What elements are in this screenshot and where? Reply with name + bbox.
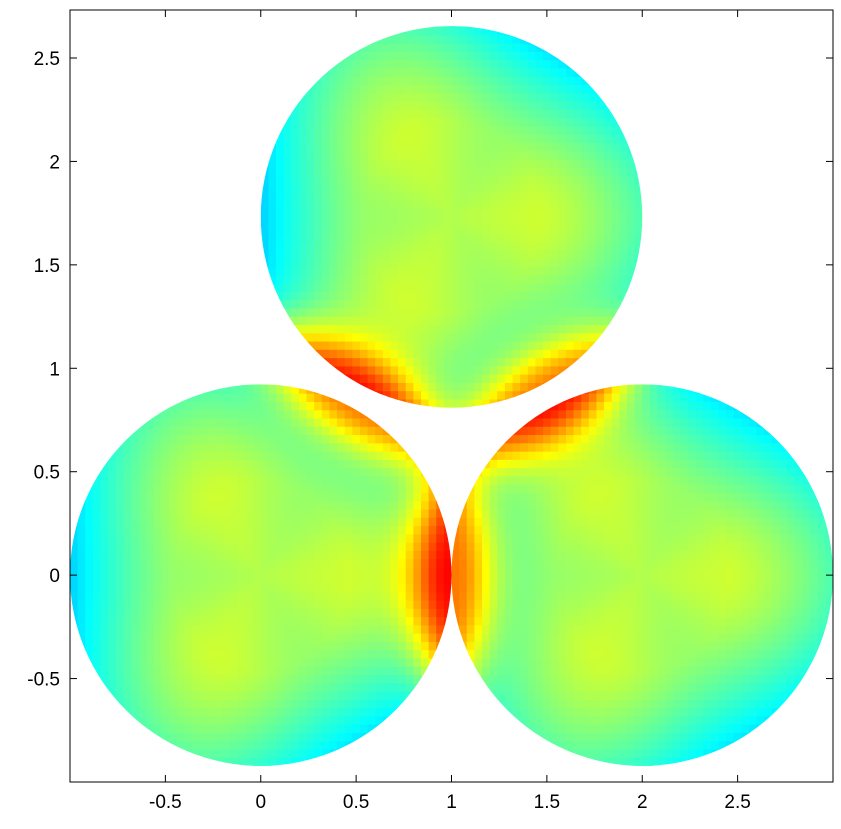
axis-ticks: -0.5 0 0.5 1 1.5 2 2.5 -0.5 0 0.5 1 1.5 2 2.5: [27, 10, 833, 813]
y-tick-label: 0.5: [34, 463, 60, 484]
x-tick-label: 1: [446, 792, 457, 813]
y-tick-label: -0.5: [27, 670, 60, 691]
x-tick-label: 2.5: [724, 792, 750, 813]
heatmap-disk-1: [70, 384, 452, 766]
y-tick-label: 1.5: [34, 256, 60, 277]
heatmap-disk-2: [451, 384, 833, 766]
y-tick-label: 0: [49, 566, 60, 587]
heatmap-disk-3: [260, 26, 643, 408]
x-tick-label: 2: [637, 792, 648, 813]
x-tick-label: 1.5: [534, 792, 560, 813]
y-tick-label: 2: [49, 152, 60, 173]
y-tick-label: 2.5: [34, 49, 60, 70]
x-tick-label: 0: [255, 792, 266, 813]
x-tick-label: -0.5: [149, 792, 182, 813]
y-tick-label: 1: [49, 359, 60, 380]
x-tick-label: 0.5: [343, 792, 369, 813]
heatmap-disks: [70, 26, 833, 766]
